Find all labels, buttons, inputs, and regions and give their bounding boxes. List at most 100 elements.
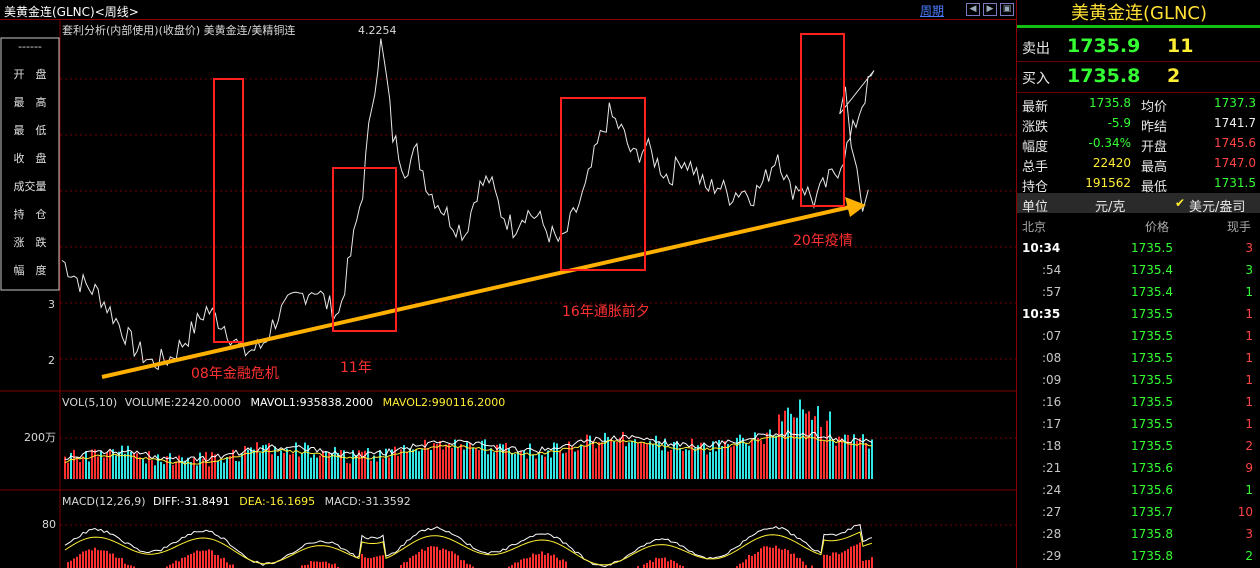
- volume-bar: [133, 453, 135, 479]
- tick-price: 1735.6: [1131, 483, 1173, 497]
- volume-bar: [154, 465, 156, 479]
- volume-bar: [256, 442, 258, 479]
- volume-bar: [397, 456, 399, 479]
- volume-bar: [196, 465, 198, 479]
- macd-bar: [676, 563, 678, 568]
- volume-bar: [796, 417, 798, 479]
- volume-bar: [718, 439, 720, 479]
- volume-bar: [604, 432, 606, 479]
- unit-value[interactable]: 元/克: [1095, 200, 1126, 215]
- volume-bar: [148, 451, 150, 479]
- volume-bar: [784, 410, 786, 479]
- macd-bar: [193, 552, 195, 568]
- macd-bar: [106, 550, 108, 568]
- sell-qty: 11: [1167, 35, 1194, 57]
- macd-bar: [514, 562, 516, 568]
- macd-bar: [838, 554, 840, 568]
- volume-bar: [232, 449, 234, 479]
- volume-bar: [217, 460, 219, 479]
- trend-arrow-line: [101, 205, 851, 379]
- volume-bar: [730, 447, 732, 479]
- tick-qty: 1: [1245, 351, 1253, 365]
- volume-bar: [526, 458, 528, 479]
- macd-bar: [757, 551, 759, 568]
- macd-bar: [442, 548, 444, 568]
- tick-price: 1735.5: [1131, 307, 1173, 321]
- macd-bar: [526, 558, 528, 568]
- tick-price: 1735.8: [1131, 527, 1173, 541]
- macd-bar: [847, 549, 849, 568]
- volume-bar: [481, 440, 483, 479]
- stat-label: 开盘: [1141, 140, 1168, 155]
- volume-bar: [487, 454, 489, 479]
- tick-price: 1735.5: [1131, 329, 1173, 343]
- volume-bar: [679, 448, 681, 479]
- volume-bar: [160, 461, 162, 479]
- volume-bar: [541, 455, 543, 479]
- volume-bar: [115, 455, 117, 479]
- volume-bar: [316, 457, 318, 479]
- macd-bar: [862, 561, 864, 568]
- macd-bar: [133, 566, 135, 568]
- macd-bar: [100, 550, 102, 568]
- volume-bar: [388, 457, 390, 479]
- tick-row: :09 1735.5 1: [1017, 370, 1260, 392]
- volume-bar: [328, 452, 330, 479]
- tick-qty: 1: [1245, 373, 1253, 387]
- macd-bar: [790, 553, 792, 568]
- volume-bar: [100, 450, 102, 479]
- volume-bar: [823, 441, 825, 479]
- macd-bar: [85, 550, 87, 568]
- volume-bar: [145, 463, 147, 479]
- scroll-left-icon[interactable]: ◀: [966, 3, 980, 16]
- tick-qty: 3: [1245, 263, 1253, 277]
- volume-bar: [619, 437, 621, 479]
- macd-bar: [208, 549, 210, 568]
- macd-bar: [187, 555, 189, 568]
- macd-bar: [361, 553, 363, 568]
- macd-bar: [763, 546, 765, 568]
- volume-bar: [778, 414, 780, 479]
- tick-price: 1735.5: [1131, 417, 1173, 431]
- macd-bar: [511, 564, 513, 568]
- macd-bar: [775, 545, 777, 568]
- volume-bar: [181, 457, 183, 479]
- macd-bar: [844, 550, 846, 568]
- volume-bar: [85, 451, 87, 479]
- volume-bar: [175, 462, 177, 479]
- macd-bar: [121, 558, 123, 568]
- volume-bar: [787, 407, 789, 479]
- volume-bar: [433, 443, 435, 479]
- tick-price: 1735.8: [1131, 549, 1173, 563]
- volume-bar: [298, 456, 300, 479]
- tick-row: :29 1735.8 2: [1017, 546, 1260, 568]
- currency-toggle[interactable]: 美元/盎司: [1189, 200, 1246, 215]
- macd-bar: [547, 553, 549, 568]
- period-button[interactable]: 周期: [920, 4, 945, 18]
- volume-bar: [421, 449, 423, 479]
- scroll-right-icon[interactable]: ▶: [983, 3, 997, 16]
- macd-bar: [109, 553, 111, 568]
- volume-bar: [664, 438, 666, 479]
- volume-bar: [757, 437, 759, 479]
- tick-row: :57 1735.4 1: [1017, 282, 1260, 304]
- volume-bar: [244, 445, 246, 479]
- volume-bar: [712, 441, 714, 479]
- macd-bar: [523, 558, 525, 568]
- macd-bar: [760, 548, 762, 568]
- volume-bar: [142, 459, 144, 479]
- macd-bar: [370, 558, 372, 568]
- macd-bar: [787, 550, 789, 568]
- volume-bar: [238, 461, 240, 479]
- macd-bar: [853, 545, 855, 568]
- volume-bar: [193, 457, 195, 479]
- volume-bar: [871, 439, 873, 479]
- volume-bar: [793, 417, 795, 479]
- volume-bar: [283, 453, 285, 479]
- macd-bar: [190, 553, 192, 568]
- macd-bar: [868, 560, 870, 568]
- macd-bar: [115, 557, 117, 568]
- restore-icon[interactable]: ▣: [1000, 3, 1014, 16]
- macd-bar: [463, 560, 465, 568]
